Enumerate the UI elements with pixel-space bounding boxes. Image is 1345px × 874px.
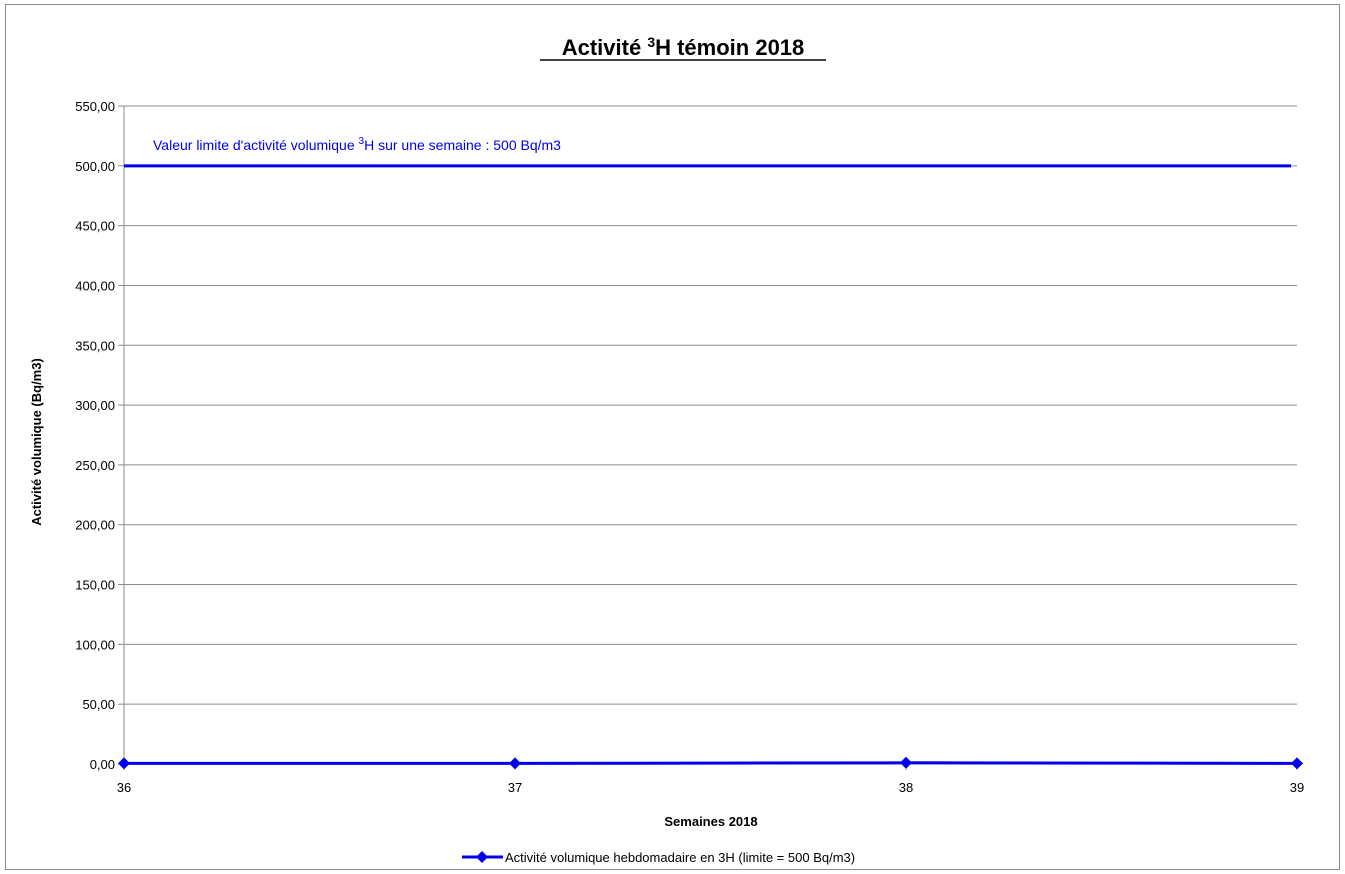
legend-label: Activité volumique hebdomadaire en 3H (l… xyxy=(505,850,855,865)
chart-frame xyxy=(5,4,1340,870)
x-tick-label: 36 xyxy=(117,780,131,795)
chart-title: Activité 3H témoin 2018 xyxy=(562,34,805,60)
x-tick-label: 38 xyxy=(899,780,913,795)
y-tick-label: 300,00 xyxy=(75,398,115,413)
y-tick-label: 500,00 xyxy=(75,159,115,174)
y-tick-label: 200,00 xyxy=(75,518,115,533)
x-tick-label: 39 xyxy=(1290,780,1304,795)
x-tick-label: 37 xyxy=(508,780,522,795)
axes-layer xyxy=(118,105,1298,770)
data-point-marker xyxy=(509,757,521,770)
y-tick-label: 250,00 xyxy=(75,458,115,473)
limit-annotation: Valeur limite d'activité volumique 3H su… xyxy=(153,136,561,153)
y-tick-label: 550,00 xyxy=(75,99,115,114)
legend: Activité volumique hebdomadaire en 3H (l… xyxy=(462,850,855,865)
y-tick-label: 0,00 xyxy=(90,757,115,772)
y-tick-label: 50,00 xyxy=(82,697,115,712)
data-point-marker xyxy=(900,756,912,769)
series-line xyxy=(124,761,1298,765)
x-tick-labels: 36 37 38 39 xyxy=(117,780,1304,795)
y-axis-title: Activité volumique (Bq/m3) xyxy=(29,358,44,526)
y-tick-label: 100,00 xyxy=(75,637,115,652)
data-point-marker xyxy=(118,757,130,770)
legend-diamond-marker xyxy=(476,851,488,863)
series-layer xyxy=(118,756,1303,770)
y-tick-label: 350,00 xyxy=(75,338,115,353)
y-tick-label: 450,00 xyxy=(75,219,115,234)
y-tick-labels: 0,00 50,00 100,00 150,00 200,00 250,00 300,00 3… xyxy=(75,99,115,772)
grid-layer xyxy=(124,105,1297,705)
data-point-marker xyxy=(1291,757,1303,770)
y-tick-label: 150,00 xyxy=(75,578,115,593)
y-tick-label: 400,00 xyxy=(75,278,115,293)
x-axis-title: Semaines 2018 xyxy=(664,814,757,829)
